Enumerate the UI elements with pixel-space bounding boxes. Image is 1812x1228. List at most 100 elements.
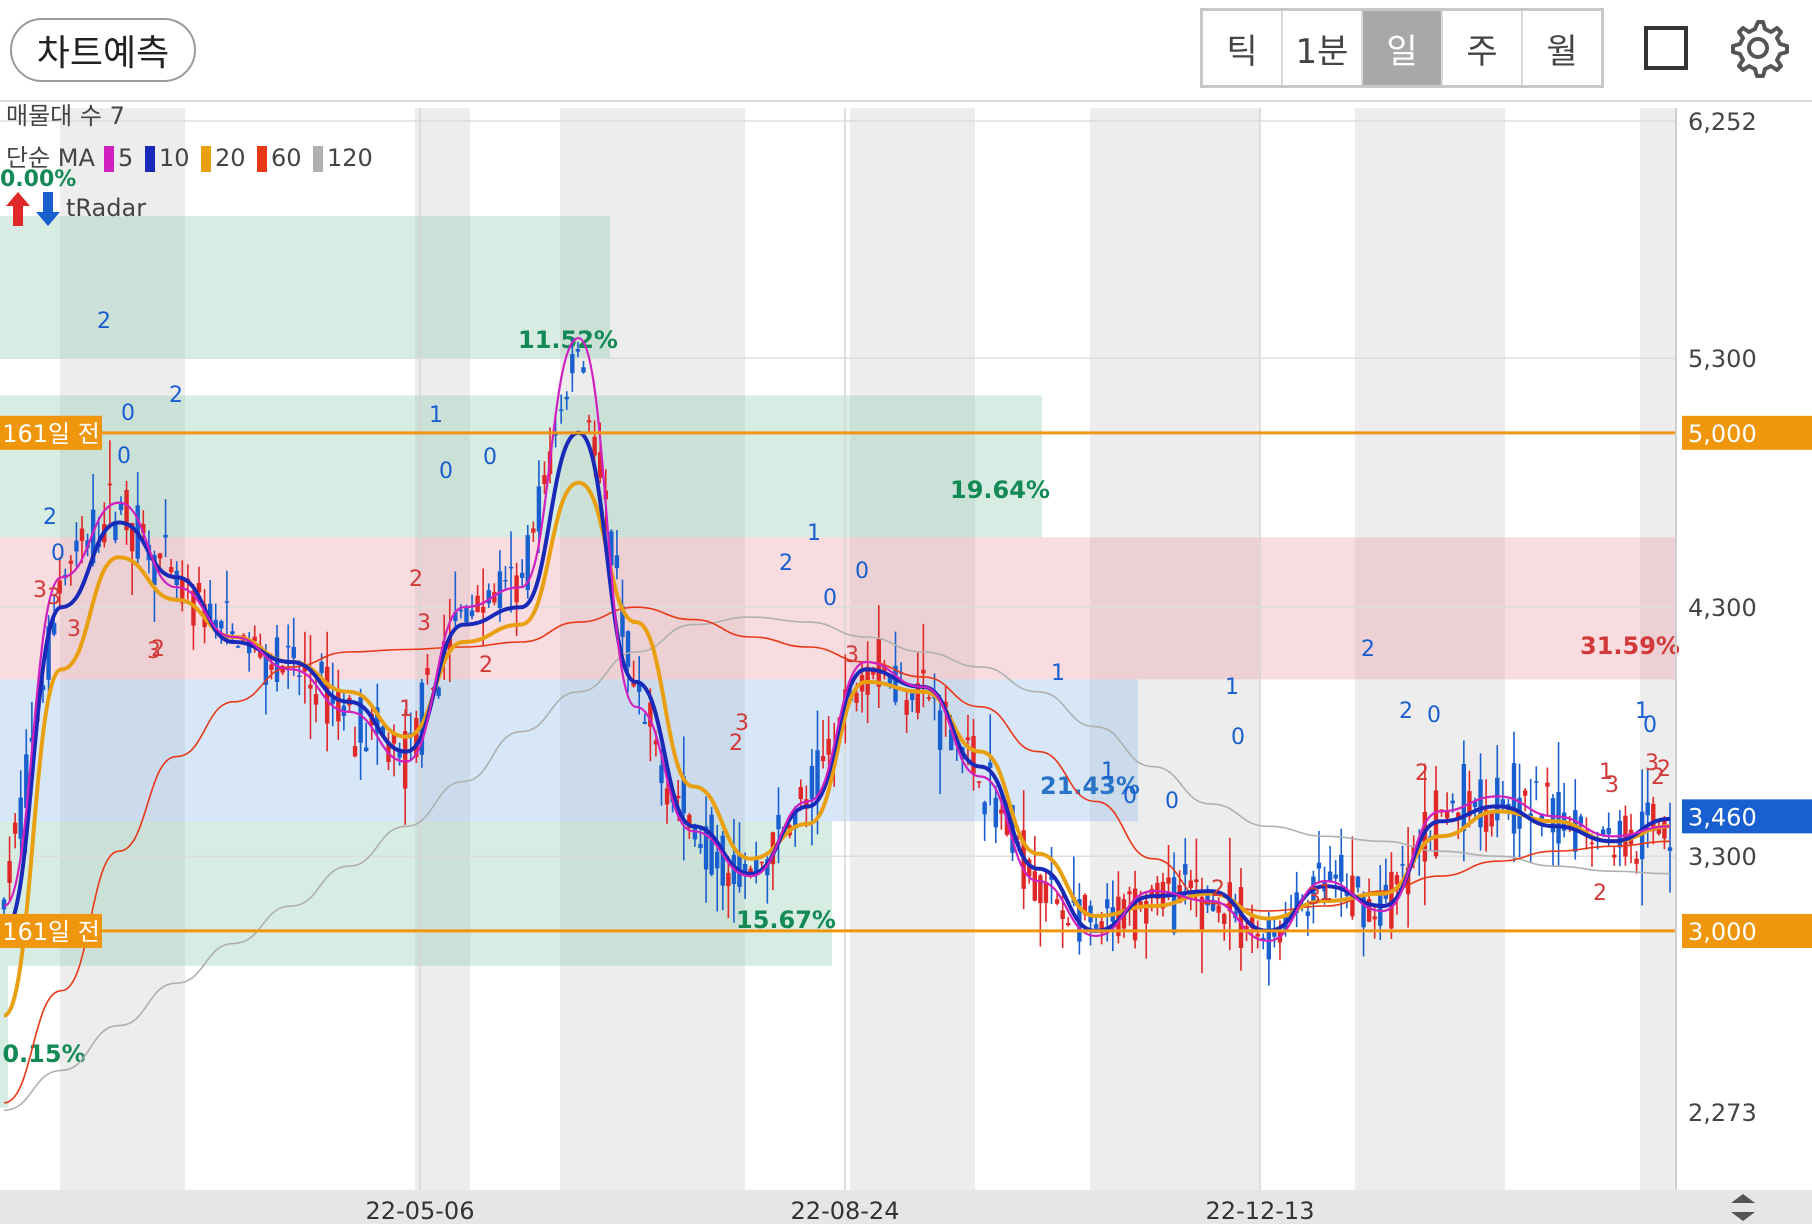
candle-body [1166, 877, 1171, 884]
candle-body [1589, 842, 1595, 845]
y-tick-label: 5,300 [1688, 345, 1757, 373]
signal-marker-blue: 1 [1635, 699, 1649, 724]
chart-predict-button[interactable]: 차트예측 [10, 18, 196, 82]
candle-body [937, 710, 943, 750]
candle-body [1539, 813, 1545, 822]
ma-swatch [145, 146, 155, 172]
candle-body [263, 654, 269, 685]
candlestick-chart[interactable]: 11.52%19.64%31.59%21.43%15.67%0.15% 2020… [0, 100, 1812, 1225]
candle-body [514, 575, 519, 603]
candle-body [882, 664, 887, 673]
candle-body [581, 367, 586, 373]
candle-body [113, 522, 118, 541]
candle-body [893, 665, 898, 703]
tab-day[interactable]: 일 [1363, 11, 1443, 85]
signal-marker-blue: 2 [97, 309, 111, 334]
candle-body [1500, 799, 1506, 806]
tab-1min[interactable]: 1분 [1283, 11, 1363, 85]
candle-body [363, 747, 369, 752]
signal-marker-blue: 2 [43, 505, 57, 530]
candle-body [124, 489, 129, 531]
signal-marker-red: 2 [1657, 757, 1671, 782]
period-band [1090, 108, 1260, 1190]
candle-body [118, 503, 124, 510]
signal-marker-blue: 0 [1123, 784, 1137, 809]
candle-body [910, 693, 915, 700]
reference-tag [0, 415, 102, 450]
candle-body [1, 899, 7, 910]
candle-body [469, 610, 475, 617]
candle-body [765, 859, 770, 876]
volume-zone [0, 965, 8, 1108]
candle-body [1238, 887, 1244, 948]
candle-body [664, 788, 670, 805]
candle-body [1422, 811, 1428, 862]
signal-marker-blue: 0 [483, 445, 497, 470]
candle-body [720, 835, 725, 886]
signal-marker-red: 2 [729, 731, 743, 756]
gear-icon[interactable] [1726, 16, 1790, 80]
candle-body [742, 863, 748, 875]
candle-body [235, 646, 241, 648]
candle-body [180, 577, 185, 604]
candle-body [1149, 888, 1155, 898]
volume-zone-pct: 21.43% [1040, 772, 1140, 800]
candle-body [1132, 888, 1138, 941]
candle-body [1305, 911, 1311, 916]
signal-marker-red: 3 [47, 585, 61, 610]
volume-zone-pct: 19.64% [950, 476, 1050, 504]
candle-body [536, 486, 542, 532]
candle-body [1545, 782, 1550, 787]
axis-scale-icon [1731, 1194, 1755, 1221]
signal-marker-blue: 0 [855, 559, 869, 584]
candle-body [1127, 891, 1132, 895]
candle-body [709, 814, 714, 875]
signal-marker-red: 1 [399, 697, 413, 722]
candle-body [1327, 871, 1333, 881]
candle-body [887, 676, 893, 684]
candle-body [1444, 812, 1450, 819]
candle-body [609, 531, 614, 566]
tab-tick[interactable]: 틱 [1203, 11, 1283, 85]
ma-period-label: 10 [159, 144, 190, 172]
candle-body [1662, 819, 1667, 839]
candle-body [1144, 901, 1149, 924]
candle-body [1261, 937, 1266, 941]
candle-body [1272, 931, 1277, 937]
candle-body [79, 528, 85, 542]
candle-body [230, 631, 235, 635]
candle-body [246, 640, 252, 654]
signal-marker-red: 1 [1599, 760, 1613, 785]
candle-body [319, 661, 324, 673]
arrow-up-icon [6, 192, 30, 226]
ma5-line [3, 337, 1671, 943]
signal-marker-blue: 2 [169, 383, 183, 408]
reference-tag-label: 161일 전 [2, 420, 100, 448]
signal-marker-red: 3 [1645, 751, 1659, 776]
current-price-label: 3,460 [1688, 803, 1757, 831]
y-tick-label: 2,273 [1688, 1099, 1757, 1127]
tab-week[interactable]: 주 [1443, 11, 1523, 85]
ma-swatch [201, 146, 211, 172]
volume-zone [0, 216, 610, 359]
candle-body [776, 814, 781, 830]
candle-body [1205, 894, 1210, 906]
candle-body [74, 540, 79, 552]
candle-body [224, 601, 230, 603]
candle-body [1667, 847, 1673, 851]
square-icon[interactable] [1644, 26, 1688, 70]
volume-zone [0, 679, 1138, 822]
signal-marker-blue: 1 [1225, 675, 1239, 700]
candle-body [1054, 899, 1060, 904]
tab-month[interactable]: 월 [1523, 11, 1601, 85]
signal-marker-blue: 0 [1231, 725, 1245, 750]
candle-body [586, 420, 592, 423]
ma-period-label: 60 [271, 144, 302, 172]
signal-marker-red: 2 [1211, 877, 1225, 902]
candle-body [1634, 858, 1639, 864]
candle-body [815, 750, 820, 797]
signal-marker-blue: 0 [1643, 713, 1657, 738]
arrow-down-icon [36, 192, 60, 226]
candle-body [1361, 895, 1366, 928]
